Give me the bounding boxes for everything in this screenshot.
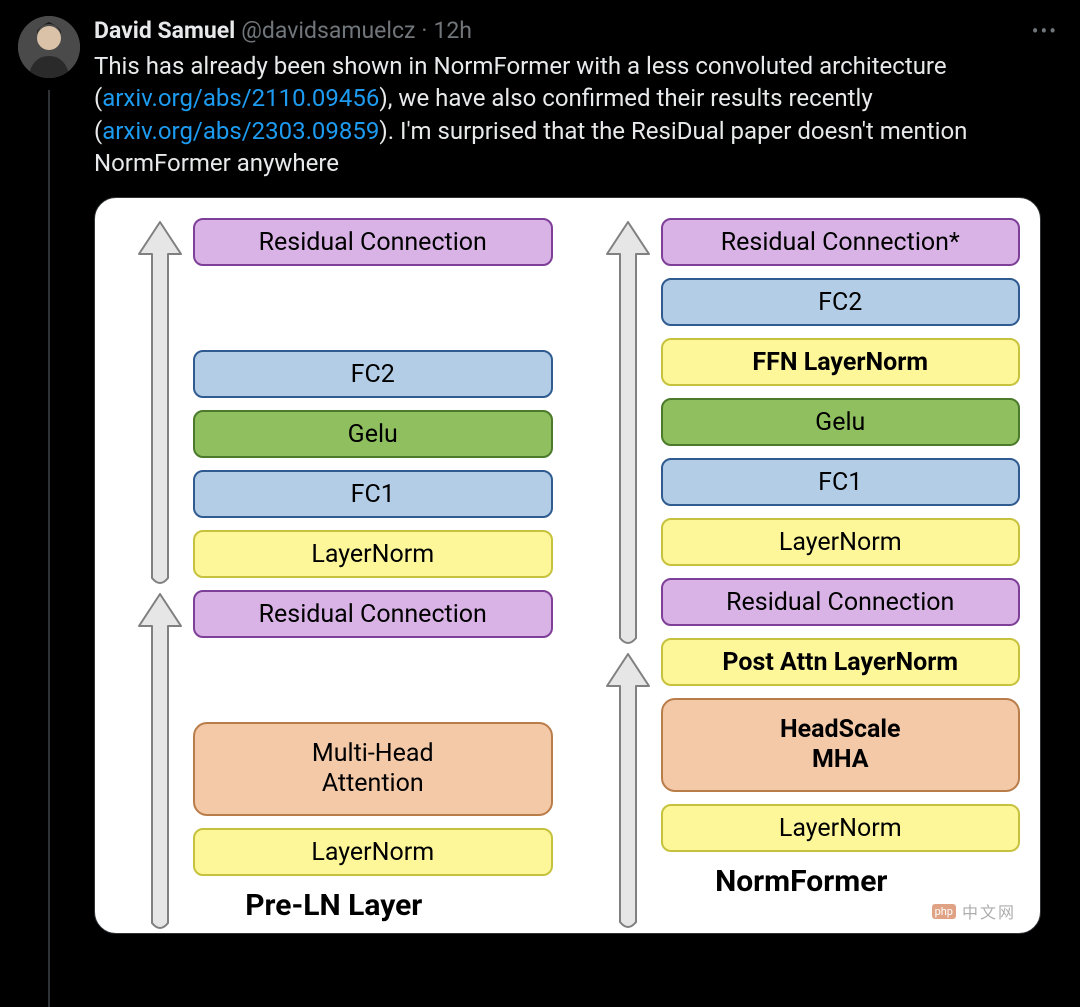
thread-line <box>48 90 50 1007</box>
diagram-block-label: MHA <box>812 745 869 775</box>
flow-arrow <box>601 650 655 926</box>
diagram-card: Residual ConnectionFC2GeluFC1LayerNormRe… <box>94 197 1041 934</box>
diagram-block: FFN LayerNorm <box>661 338 1021 386</box>
diagram-block-label: LayerNorm <box>779 528 902 557</box>
user-handle[interactable]: @davidsamuelcz <box>241 16 415 46</box>
flow-arrow <box>601 218 655 642</box>
diagram-block: FC1 <box>661 458 1021 506</box>
diagram-block-label: Residual Connection* <box>721 228 960 257</box>
diagram-block-label: Multi-Head <box>312 739 434 769</box>
diagram-block: FC1 <box>193 470 553 518</box>
display-name[interactable]: David Samuel <box>94 16 235 46</box>
diagram-block-label: Attention <box>322 769 424 799</box>
tweet-text: This has already been shown in NormForme… <box>94 50 1062 180</box>
diagram-block: Gelu <box>661 398 1021 446</box>
diagram-block-label: FC2 <box>818 288 862 317</box>
diagram-block: Residual Connection <box>661 578 1021 626</box>
diagram-block-label: FC2 <box>351 360 395 389</box>
timestamp[interactable]: 12h <box>433 16 472 46</box>
watermark-brand: 新智元 <box>877 901 922 922</box>
more-icon[interactable]: ••• <box>1032 18 1062 44</box>
diagram-block: Post Attn LayerNorm <box>661 638 1021 686</box>
tweet-header: David Samuel @davidsamuelcz · 12h ••• <box>94 16 1062 46</box>
flow-arrow <box>133 218 187 582</box>
diagram-block-label: LayerNorm <box>779 814 902 843</box>
diagram-block-label: FC1 <box>818 468 862 497</box>
tweet-link-2[interactable]: arxiv.org/abs/2303.09859 <box>102 117 379 145</box>
diagram-block-label: LayerNorm <box>311 838 434 867</box>
diagram-col-left: Residual Connection FC2 Gelu FC1 LayerNorm Re… <box>115 218 553 923</box>
diagram-block-label: FFN LayerNorm <box>752 348 928 377</box>
diagram-block: HeadScaleMHA <box>661 698 1021 792</box>
diagram-block-label: Gelu <box>348 420 398 449</box>
avatar[interactable] <box>18 16 80 78</box>
watermark-logo: php <box>932 904 956 919</box>
diagram-block-label: Residual Connection <box>726 588 954 617</box>
diagram-block-label: Residual Connection <box>259 228 487 257</box>
diagram-block: FC2 <box>193 350 553 398</box>
diagram-block: FC2 <box>661 278 1021 326</box>
diagram-block: Gelu <box>193 410 553 458</box>
diagram-block: LayerNorm <box>193 530 553 578</box>
diagram-block-label: FC1 <box>351 480 395 509</box>
separator-dot: · <box>421 16 427 46</box>
diagram-block-label: Gelu <box>815 408 865 437</box>
diagram-block-label: Post Attn LayerNorm <box>722 648 958 677</box>
diagram-block: Residual Connection* <box>661 218 1021 266</box>
watermark-suffix: 中文网 <box>962 899 1016 923</box>
diagram-block: Residual Connection <box>193 218 553 266</box>
diagram-block: LayerNorm <box>661 518 1021 566</box>
diagram-block-label: HeadScale <box>780 715 901 745</box>
diagram-block: Residual Connection <box>193 590 553 638</box>
diagram-col-right: Residual Connection* FC2 FFN LayerNorm Gelu… <box>583 218 1021 923</box>
tweet-container: David Samuel @davidsamuelcz · 12h ••• Th… <box>0 0 1080 934</box>
diagram-columns: Residual ConnectionFC2GeluFC1LayerNormRe… <box>115 218 1020 923</box>
tweet-main: David Samuel @davidsamuelcz · 12h ••• Th… <box>94 16 1062 934</box>
tweet-link-1[interactable]: arxiv.org/abs/2110.09456 <box>102 84 379 112</box>
diagram-block: LayerNorm <box>661 804 1021 852</box>
flow-arrow <box>133 590 187 927</box>
diagram-block: Multi-HeadAttention <box>193 722 553 816</box>
diagram-block-label: LayerNorm <box>311 540 434 569</box>
watermark: 新智元 php 中文网 <box>877 899 1016 923</box>
diagram-block: LayerNorm <box>193 828 553 876</box>
avatar-image <box>18 16 80 78</box>
diagram-block-label: Residual Connection <box>259 600 487 629</box>
